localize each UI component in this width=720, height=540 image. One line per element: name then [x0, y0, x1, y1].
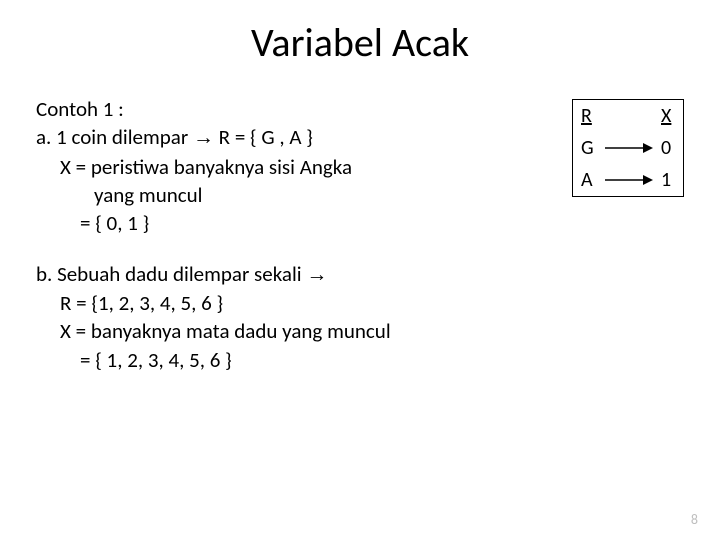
example-a-line1: a. 1 coin dilempar → R = { G , A }	[36, 123, 560, 152]
example-heading: Contoh 1 :	[36, 95, 560, 123]
text: b. Sebuah dadu dilempar sekali	[36, 261, 306, 287]
table-cell-right: 0	[653, 132, 683, 164]
table-header-row: R X	[573, 100, 683, 132]
table-cell-right: 1	[653, 164, 683, 196]
example-a-line3: yang muncul	[36, 181, 560, 209]
text: a. 1 coin dilempar	[36, 124, 193, 150]
table-header-r: R	[573, 100, 603, 132]
arrow-right-icon	[603, 173, 653, 187]
example-b-line2: R = {1, 2, 3, 4, 5, 6 }	[36, 289, 684, 317]
slide: Variabel Acak Contoh 1 : a. 1 coin dilem…	[0, 0, 720, 540]
table-row: A 1	[573, 164, 683, 196]
mapping-table: R X G 0 A 1	[572, 99, 684, 197]
content-row: Contoh 1 : a. 1 coin dilempar → R = { G …	[36, 95, 684, 238]
arrow-right-icon	[603, 141, 653, 155]
example-a-block: Contoh 1 : a. 1 coin dilempar → R = { G …	[36, 95, 560, 238]
arrow-right-icon: →	[306, 263, 327, 286]
arrow-right-icon: →	[193, 126, 214, 149]
example-a-line4: = { 0, 1 }	[36, 209, 560, 237]
text: R = { G , A }	[214, 124, 313, 150]
example-a-line2: X = peristiwa banyaknya sisi Angka	[36, 153, 560, 181]
table-row: G 0	[573, 132, 683, 164]
table-header-x: X	[653, 100, 683, 132]
example-b-line1: b. Sebuah dadu dilempar sekali →	[36, 260, 684, 289]
example-b-line3: X = banyaknya mata dadu yang muncul	[36, 317, 684, 345]
table-cell-left: A	[573, 164, 603, 196]
page-title: Variabel Acak	[36, 18, 684, 67]
table-cell-left: G	[573, 132, 603, 164]
example-b-line4: = { 1, 2, 3, 4, 5, 6 }	[36, 346, 684, 374]
page-number: 8	[691, 511, 698, 528]
example-b-block: b. Sebuah dadu dilempar sekali → R = {1,…	[36, 260, 684, 374]
